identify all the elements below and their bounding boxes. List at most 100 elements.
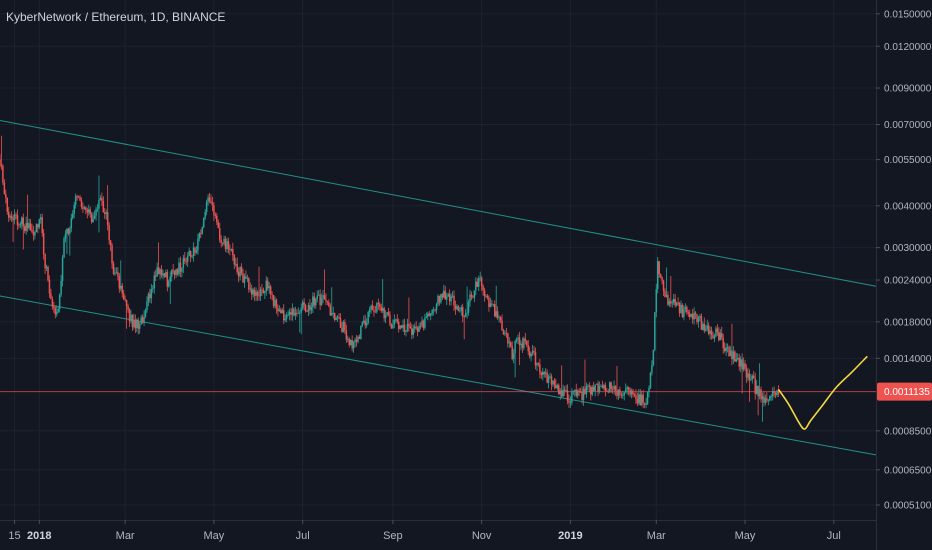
candle-body	[77, 196, 80, 198]
candle-body	[693, 312, 695, 320]
current-price-label: 0.0011135	[877, 382, 932, 401]
candle-body	[463, 316, 465, 318]
candle-body	[648, 388, 650, 393]
candle-body	[149, 293, 151, 299]
candle-body	[731, 350, 733, 360]
x-tick-label: Jul	[827, 530, 841, 542]
candle-body	[534, 352, 537, 366]
candle-body	[133, 319, 135, 328]
candle-body	[29, 223, 32, 231]
candle-body	[351, 339, 353, 349]
candle-body	[706, 325, 708, 330]
candle-body	[668, 301, 671, 305]
candle-body	[582, 388, 585, 400]
candle-body	[172, 269, 174, 271]
candle-body	[392, 324, 394, 329]
candle-body	[495, 311, 497, 317]
y-tick-label: 0.0055000	[884, 155, 932, 166]
candle-body	[611, 388, 614, 390]
candle-body	[189, 250, 192, 257]
candle-body	[738, 357, 740, 367]
candle-body	[690, 314, 692, 317]
candle-body	[242, 273, 244, 283]
candle-body	[204, 212, 206, 218]
candle-body	[504, 333, 506, 335]
channel-lower-line[interactable]	[0, 295, 877, 456]
candle-body	[416, 327, 419, 332]
candle-body	[530, 353, 532, 357]
candle-body	[223, 238, 225, 244]
candle-body	[626, 387, 628, 390]
candle-body	[143, 316, 145, 323]
candle-body	[728, 347, 730, 357]
candle-body	[236, 263, 238, 273]
candle-body	[310, 307, 313, 311]
candle-body	[64, 233, 67, 239]
candle-body	[523, 338, 525, 348]
x-tick-label: May	[204, 530, 225, 542]
candle-body	[619, 389, 621, 395]
candle-body	[470, 294, 473, 297]
candle-body	[640, 394, 643, 405]
x-tick-labels: 15 2018 Mar May Jul Sep Nov 2019 Mar May Jul	[8, 520, 841, 542]
candle-body	[373, 310, 375, 312]
y-tick-label: 0.0006500	[884, 465, 932, 476]
candle-body	[386, 312, 388, 315]
candle-body	[80, 200, 83, 208]
y-tick-label: 0.0008500	[884, 426, 932, 437]
candle-body	[176, 269, 179, 275]
candle-body	[280, 309, 282, 314]
candle-body	[662, 280, 665, 291]
candle-body	[757, 385, 759, 397]
projection-curve[interactable]	[777, 355, 868, 430]
candle-body	[427, 313, 429, 317]
candle-body	[763, 396, 765, 403]
candle-body	[677, 302, 679, 304]
candle-body	[355, 339, 358, 342]
candle-body	[39, 217, 42, 220]
candle-body	[630, 390, 633, 395]
candle-body	[627, 387, 630, 390]
price-scale[interactable]	[876, 0, 932, 550]
candle-body	[539, 364, 541, 373]
candle-body	[21, 217, 23, 225]
candle-body	[253, 289, 256, 296]
candle-body	[141, 317, 144, 323]
candle-body	[2, 166, 4, 183]
candle-body	[377, 303, 380, 305]
candle-body	[565, 390, 567, 392]
candle-body	[507, 333, 509, 344]
candle-body	[307, 305, 310, 312]
candle-body	[335, 318, 337, 320]
candle-body	[205, 201, 208, 213]
x-tick-label: May	[735, 530, 756, 542]
current-price-value: 0.0011135	[884, 387, 930, 398]
candle-body	[31, 230, 33, 232]
candle-body	[256, 291, 259, 296]
candle-body	[659, 274, 662, 278]
y-tick-label: 0.0014000	[884, 354, 932, 365]
candle-body	[232, 248, 234, 256]
candle-body	[661, 277, 663, 281]
candle-body	[239, 266, 241, 277]
candle-body	[202, 217, 205, 228]
candle-body	[213, 205, 215, 216]
candle-body	[240, 266, 243, 274]
candle-body	[712, 334, 714, 339]
candle-body	[576, 390, 579, 396]
candle-body	[501, 320, 503, 331]
candle-body	[454, 305, 457, 310]
candle-body	[67, 228, 70, 234]
candle-body	[670, 301, 672, 304]
candle-body	[604, 385, 607, 391]
candle-body	[111, 245, 113, 264]
candle-body	[134, 319, 137, 328]
candle-body	[47, 266, 49, 281]
time-scale[interactable]	[0, 520, 876, 550]
candle-body	[73, 204, 75, 214]
channel-upper-line[interactable]	[0, 119, 877, 287]
candle-body	[597, 383, 599, 392]
candle-body	[584, 388, 586, 395]
